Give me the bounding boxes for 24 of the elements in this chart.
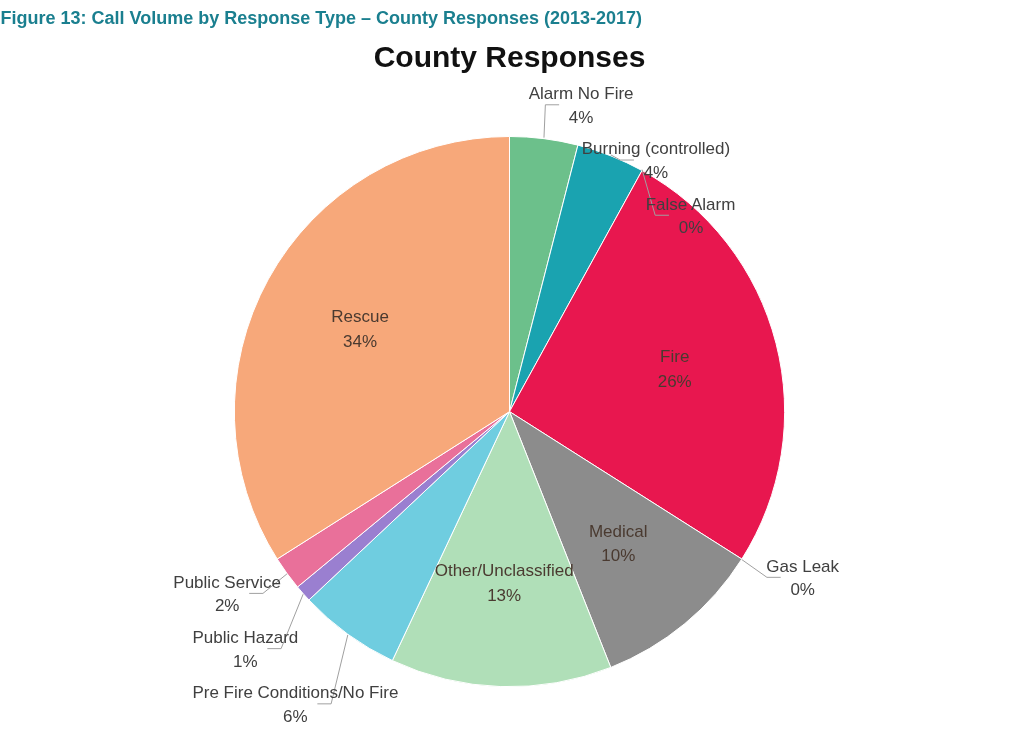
data-label: 34%	[343, 332, 378, 352]
slice-label: Public Hazard	[192, 628, 299, 648]
text: 0%	[790, 580, 815, 600]
category-label: Gas Leak	[766, 556, 840, 576]
slice-label: Fire	[660, 347, 690, 367]
slice-label: Alarm No Fire	[528, 84, 634, 104]
slice-label: Rescue	[331, 307, 389, 327]
data-label: 26%	[657, 371, 692, 391]
data-label: 2%	[214, 596, 240, 616]
data-label: 10%	[601, 546, 636, 566]
caption: Figure 13: Call Volume by Response Type – County Responses (2013-2017)	[0, 7, 643, 28]
category-label: False Alarm	[645, 194, 736, 214]
slice-label: Other/Unclassified	[434, 560, 574, 580]
data-label: 4%	[643, 162, 669, 182]
data-label: 4%	[568, 107, 594, 127]
chart-title: County Responses	[373, 39, 646, 73]
slice-label: Burning (controlled)	[581, 139, 731, 159]
data-label: 6%	[283, 706, 308, 726]
data-label: 13%	[487, 585, 522, 605]
slice-label: Pre Fire Conditions/No Fire	[192, 683, 399, 703]
slice-label: Medical	[588, 521, 648, 541]
slice-label: Public Service	[173, 572, 282, 592]
data-label: 1%	[233, 651, 258, 671]
text: 0%	[678, 218, 704, 238]
